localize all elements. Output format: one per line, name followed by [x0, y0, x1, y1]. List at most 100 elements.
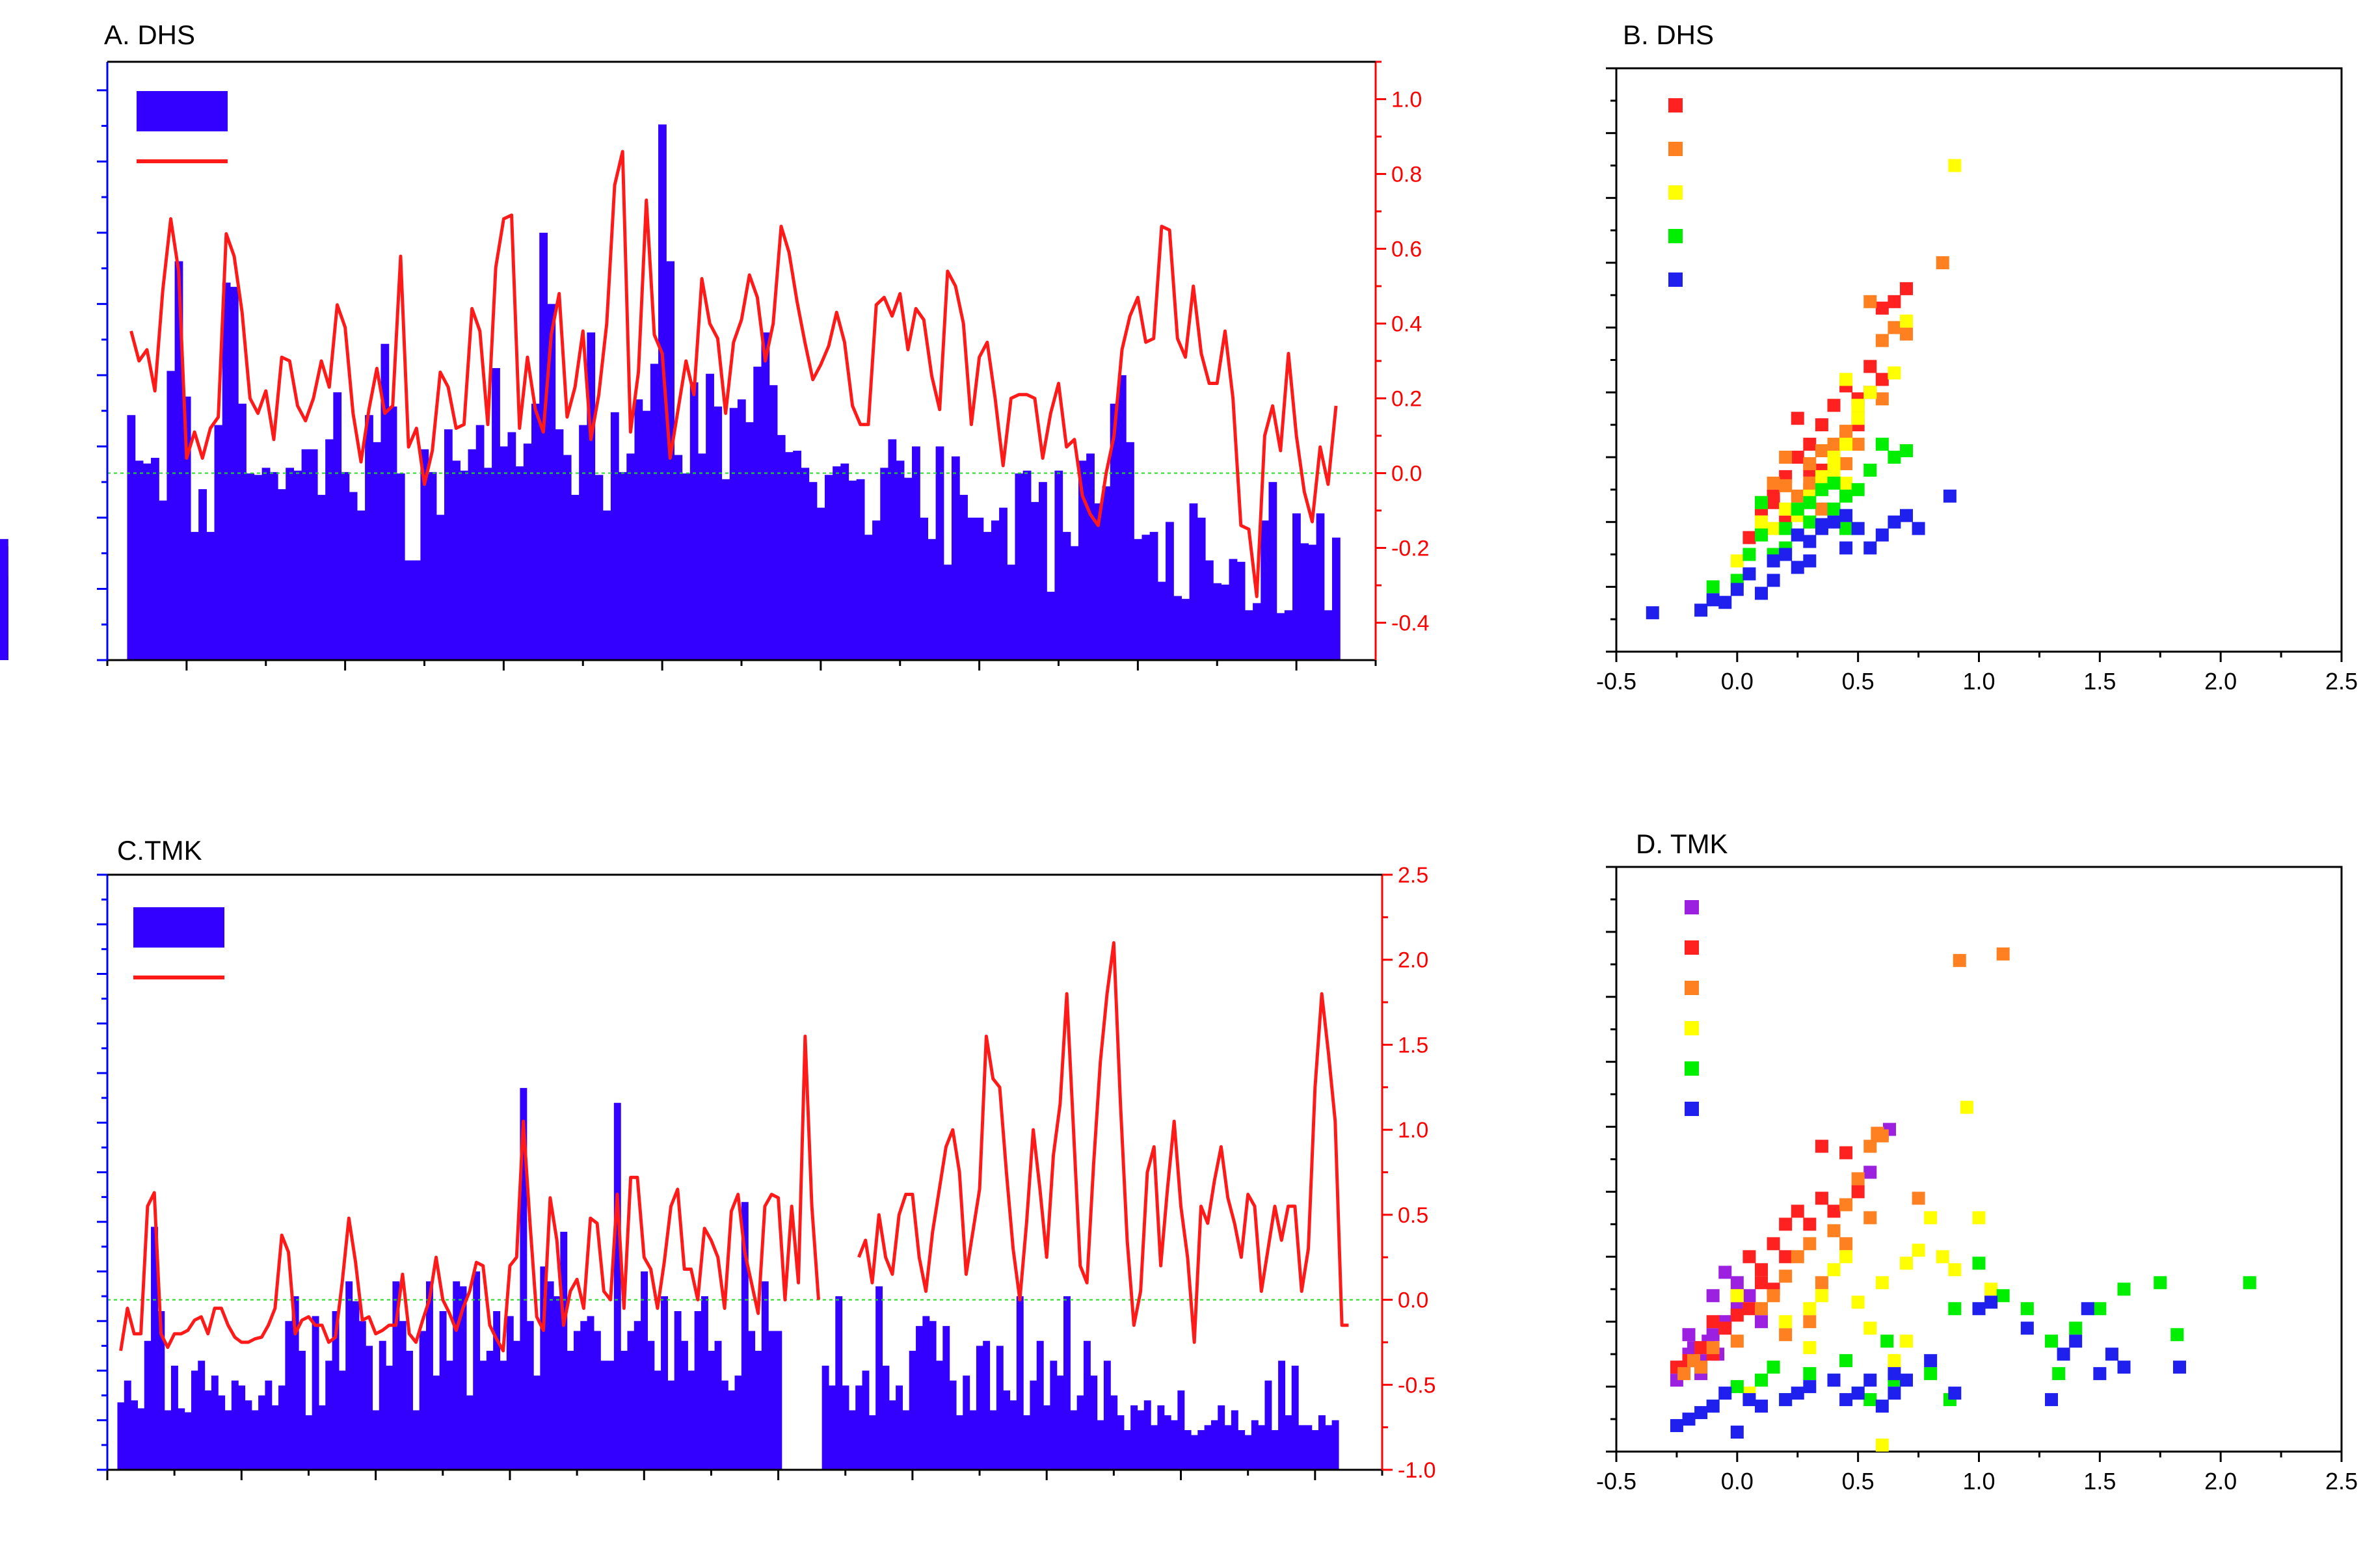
vpd-bar	[610, 412, 619, 660]
vpd-bar	[1009, 1400, 1017, 1470]
vpd-bar	[198, 489, 207, 660]
vpd-bar	[293, 470, 302, 660]
scatter-point-oct	[1984, 1282, 1998, 1296]
scatter-point-nov	[1779, 522, 1793, 535]
vpd-bar	[159, 500, 168, 660]
vpd-bar	[157, 1311, 165, 1470]
scatter-point-sep	[1791, 1250, 1804, 1264]
scatter-point-oct	[1767, 522, 1780, 535]
vpd-bar	[531, 403, 540, 660]
vpd-bar	[341, 472, 350, 660]
vpd-bar	[412, 1410, 420, 1470]
scatter-point-oct	[1888, 1354, 1901, 1368]
scatter-point-nov	[1839, 522, 1853, 535]
legend-swatch	[1685, 1021, 1699, 1035]
vpd-bar	[996, 1346, 1004, 1470]
scatter-point-aug	[1742, 531, 1756, 544]
scatter-point-dec	[2069, 1335, 2083, 1348]
scatter-point-aug	[1755, 1276, 1768, 1290]
scatter-point-nov	[1803, 515, 1817, 529]
vpd-bar	[1298, 1425, 1305, 1470]
vpd-bar	[694, 1311, 702, 1470]
vpd-bar	[261, 468, 271, 660]
vpd-bar	[674, 455, 683, 660]
vpd-bar	[949, 1380, 957, 1470]
vpd-bar	[507, 432, 516, 660]
vpd-bar	[1253, 603, 1261, 660]
scatter-point-sep	[1888, 321, 1901, 334]
vpd-bar	[666, 261, 675, 660]
scatter-point-nov	[2052, 1367, 2066, 1381]
y2-tick-label: 2.5	[1398, 863, 1428, 888]
scatter-point-dec	[1948, 1387, 1962, 1400]
scatter-point-aug	[1742, 1250, 1756, 1264]
scatter-point-jul	[1755, 1315, 1768, 1329]
scatter-point-nov	[1755, 496, 1768, 509]
vpd-bar	[405, 560, 413, 660]
scatter-point-dec	[2057, 1348, 2070, 1361]
scatter-point-aug	[1791, 451, 1804, 464]
vpd-bar	[1221, 584, 1230, 660]
scatter-point-jul	[1682, 1328, 1696, 1342]
vpd-bar	[828, 1385, 836, 1470]
x-tick-label: 2.0	[2204, 1468, 2237, 1495]
scatter-point-sep	[1900, 327, 1913, 341]
scatter-point-nov	[1803, 496, 1817, 509]
scatter-point-sep	[1827, 438, 1841, 451]
scatter-point-nov	[1996, 1289, 2010, 1303]
scatter-point-aug	[1888, 295, 1901, 308]
scatter-point-jul	[1706, 1328, 1720, 1342]
scatter-point-nov	[1948, 1302, 1962, 1316]
x-tick-label: 1.0	[1962, 668, 1995, 695]
scatter-point-oct	[1851, 412, 1865, 425]
vpd-bar	[1063, 1296, 1071, 1470]
scatter-point-nov	[2170, 1328, 2184, 1342]
vpd-bar	[1117, 1415, 1125, 1470]
legend-swatch-bar	[137, 91, 228, 131]
vpd-bar	[1316, 513, 1325, 660]
vpd-bar	[741, 1202, 749, 1470]
vpd-bar	[222, 282, 231, 660]
vpd-bar	[1157, 1405, 1165, 1470]
scatter-point-sep	[1815, 502, 1828, 516]
y2-tick-label: -0.2	[1391, 537, 1430, 561]
scatter-point-sep	[1875, 334, 1889, 347]
scatter-point-dec	[1803, 535, 1817, 548]
scatter-point-dec	[1815, 518, 1828, 531]
vpd-bar	[661, 1296, 668, 1470]
vpd-bar	[983, 1340, 991, 1470]
vpd-bar	[824, 475, 833, 660]
vpd-bar	[184, 1412, 192, 1470]
vpd-bar	[523, 444, 532, 660]
scatter-point-nov	[1755, 1374, 1768, 1387]
scatter-point-dec	[1827, 515, 1841, 529]
legend-swatch-bar	[133, 907, 224, 948]
scatter-point-oct	[1827, 451, 1841, 464]
scatter-point-aug	[1767, 1237, 1780, 1251]
vpd-bar	[479, 1361, 487, 1470]
vpd-bar	[1238, 1430, 1246, 1470]
plot-frame	[1615, 866, 2343, 1453]
vpd-bar	[951, 456, 960, 660]
scatter-point-oct	[1803, 1302, 1817, 1316]
vpd-bar	[1047, 591, 1056, 660]
vpd-bar	[269, 472, 278, 660]
y2-tick-label: 0.4	[1391, 312, 1422, 337]
scatter-point-sep	[1767, 476, 1780, 490]
vpd-bar	[560, 1232, 568, 1470]
scatter-point-nov	[1767, 1361, 1780, 1374]
scatter-point-sep	[1839, 457, 1853, 470]
vpd-bar	[1149, 531, 1158, 660]
vpd-bar	[842, 1385, 849, 1470]
vpd-bar	[1110, 1395, 1118, 1470]
scatter-point-dec	[1755, 1400, 1768, 1413]
x-tick-label: 1.5	[2083, 668, 2116, 695]
vpd-bar	[888, 1400, 896, 1470]
scatter-point-aug	[1779, 1217, 1793, 1231]
vpd-bar	[1086, 453, 1095, 660]
scatter-point-oct	[1948, 1263, 1962, 1277]
scatter-point-sep	[1803, 1315, 1817, 1329]
vpd-bar	[1030, 501, 1039, 660]
vpd-bar	[198, 1361, 206, 1470]
vpd-bar	[1007, 565, 1016, 660]
